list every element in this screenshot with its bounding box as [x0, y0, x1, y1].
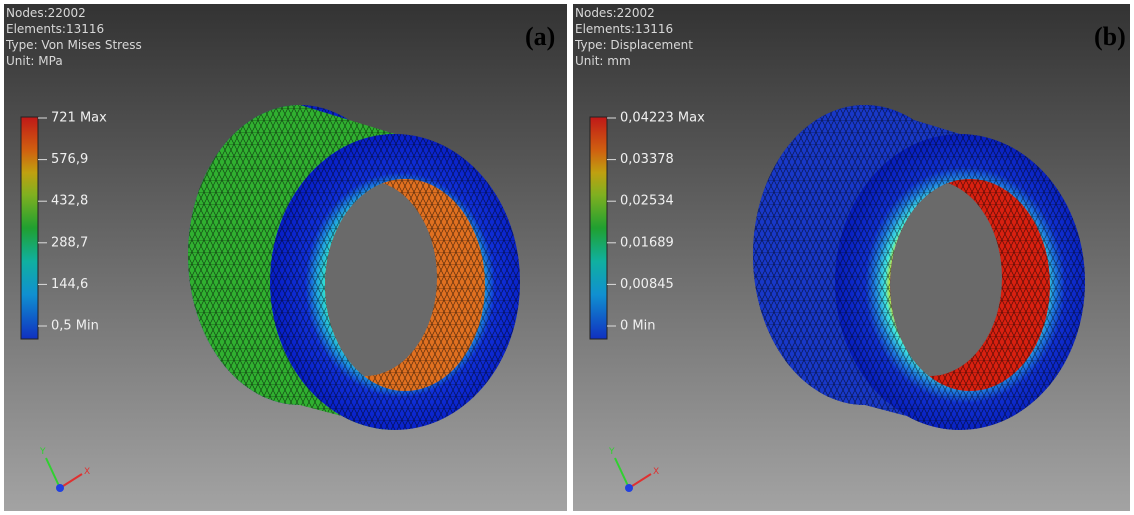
panel: Nodes:22002 Elements:13116 Type: Displacem…: [573, 4, 1130, 511]
info-line: Type: Von Mises Stress: [5, 38, 142, 52]
legend-label: 0 Min: [620, 319, 655, 334]
mesh: [188, 105, 395, 430]
legend-label: 0,00845: [620, 277, 674, 292]
panels: Nodes:22002 Elements:13116 Type: Von Mises…: [4, 4, 1130, 511]
color-bar: [589, 116, 608, 340]
color-bar: [20, 116, 39, 340]
legend-label: 432,8: [51, 194, 88, 209]
panel-label: (a): [525, 22, 555, 51]
legend-label: 0,04223 Max: [620, 111, 705, 126]
legend-label: 0,5 Min: [51, 319, 99, 334]
axis-y: [614, 457, 630, 489]
mesh: [753, 105, 960, 430]
legend-label: 721 Max: [51, 111, 107, 126]
axis-label: Y: [608, 447, 615, 457]
legend-label: 0,02534: [620, 194, 674, 209]
info-line: Type: Displacement: [574, 38, 693, 52]
info-line: Elements:13116: [575, 22, 673, 36]
axis-z: [56, 484, 64, 492]
axis-x: [628, 473, 652, 489]
axis-y: [45, 457, 61, 489]
panel: Nodes:22002 Elements:13116 Type: Von Mises…: [4, 4, 567, 511]
legend-label: 144,6: [51, 277, 88, 292]
legend-label: 576,9: [51, 152, 88, 167]
model: [188, 105, 520, 430]
axis-label: X: [84, 467, 90, 477]
axis-x: [59, 473, 83, 489]
axis-z: [625, 484, 633, 492]
info-line: Nodes:22002: [575, 6, 655, 20]
info-line: Unit: mm: [575, 54, 631, 68]
info-line: Unit: MPa: [6, 54, 63, 68]
info-line: Nodes:22002: [6, 6, 86, 20]
legend-label: 0,03378: [620, 152, 674, 167]
legend-label: 288,7: [51, 235, 88, 250]
panel-label: (b): [1094, 22, 1126, 51]
axis-label: X: [653, 467, 659, 477]
axis-label: Y: [39, 447, 46, 457]
legend-label: 0,01689: [620, 235, 674, 250]
model: [753, 105, 1085, 430]
info-line: Elements:13116: [6, 22, 104, 36]
